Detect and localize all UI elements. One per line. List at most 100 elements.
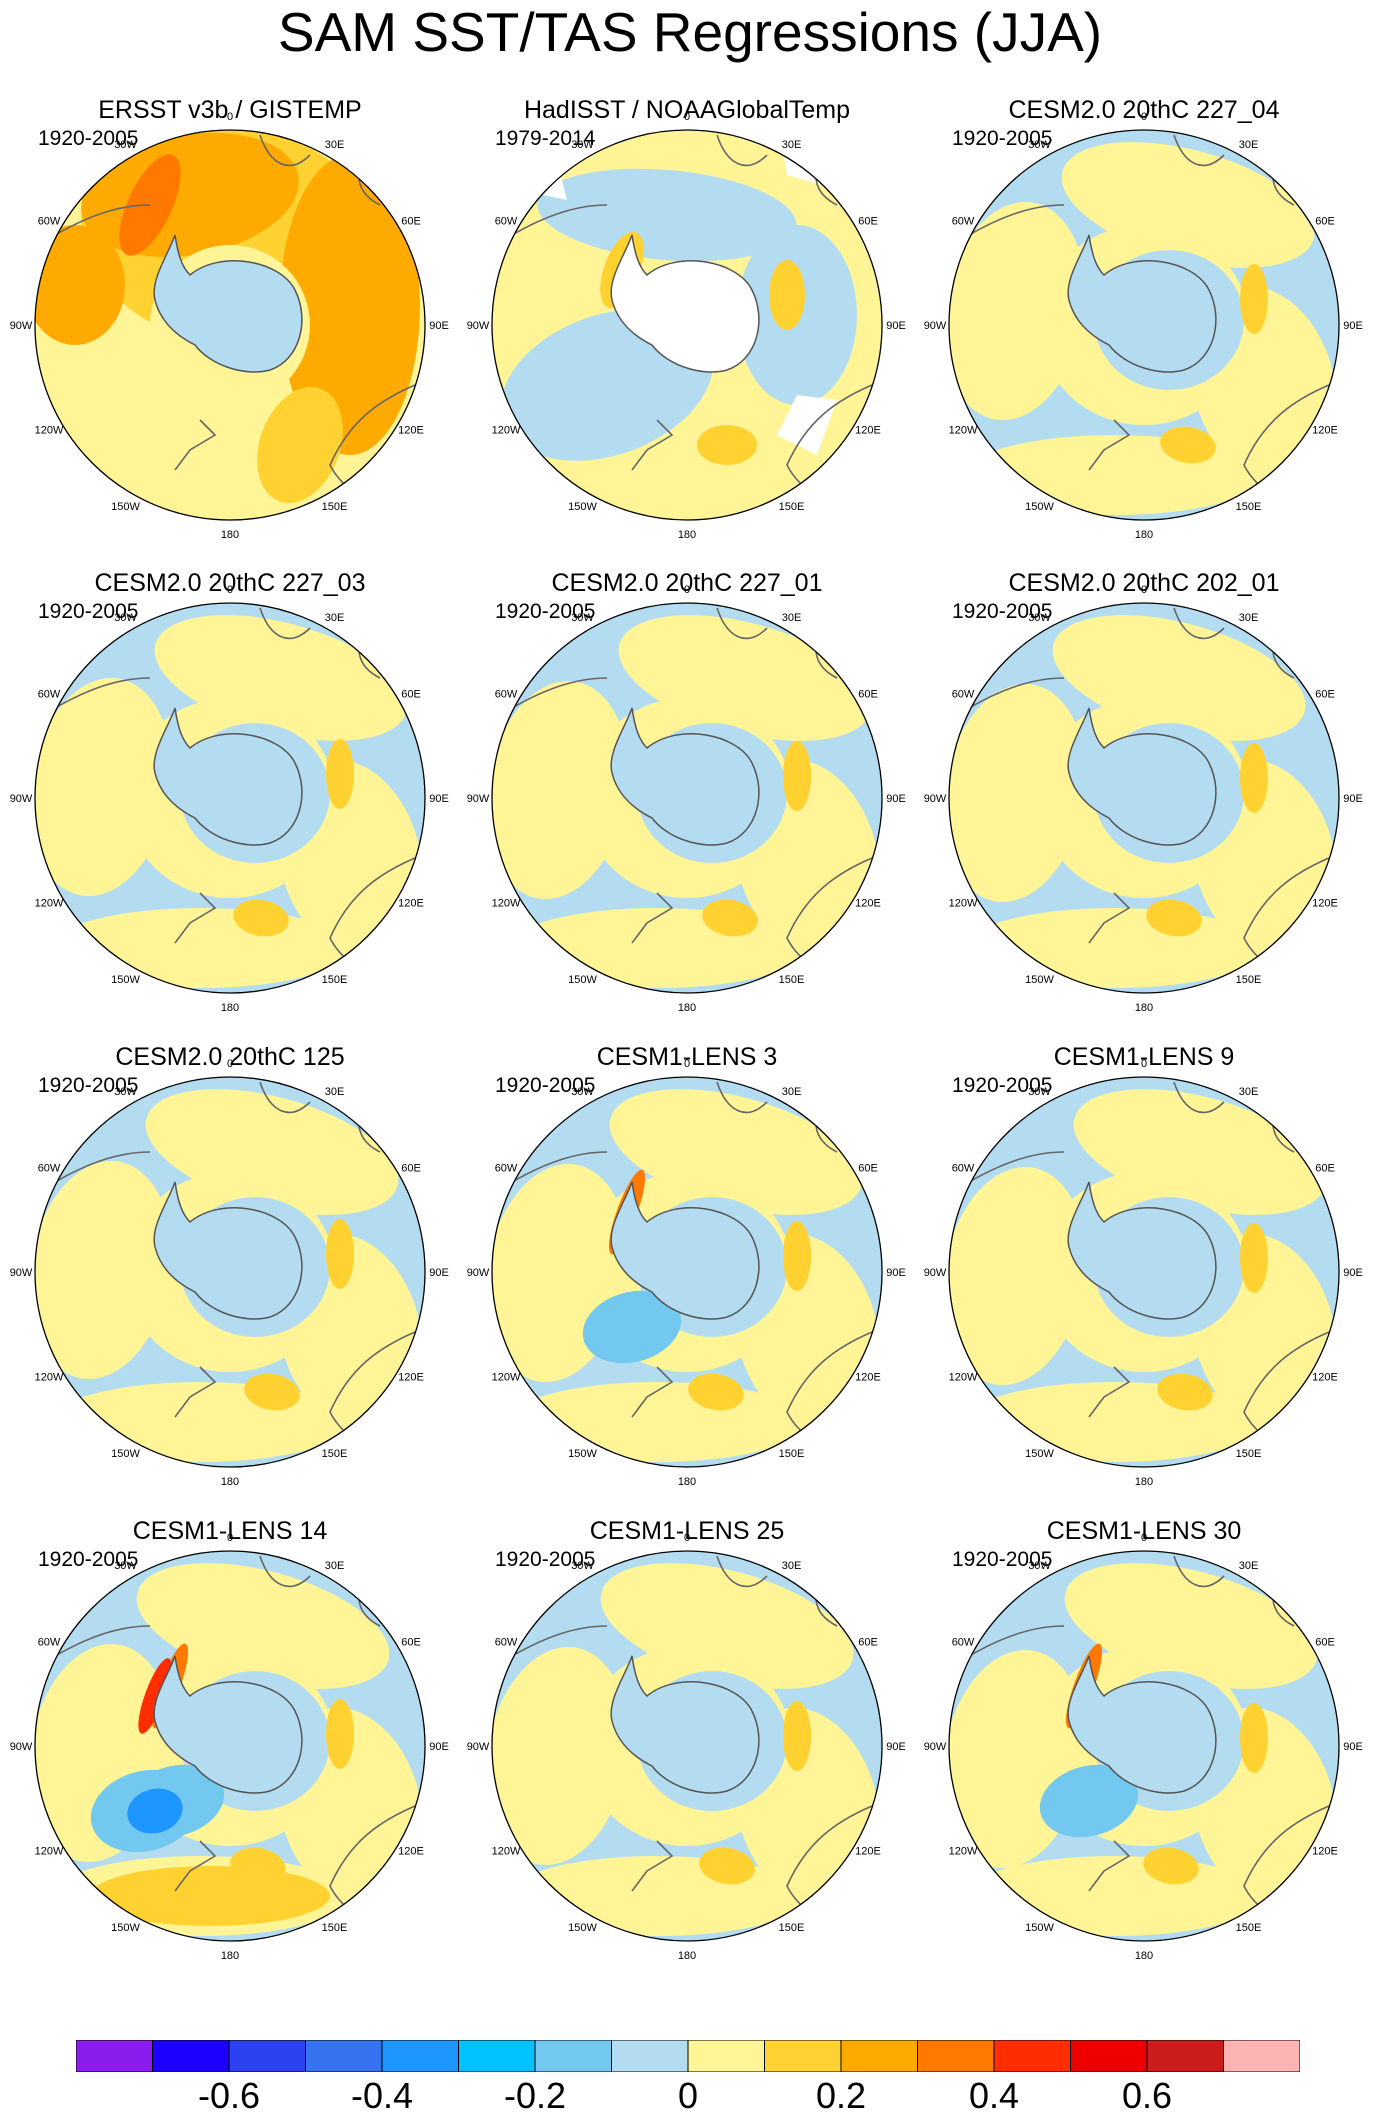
longitude-label: 90W [924,793,947,805]
longitude-label: 150E [1236,974,1262,986]
longitude-label: 60W [38,1163,61,1175]
field-blob [257,386,343,504]
polar-stereographic-map: 0 30E 60E 90E 120E 150E 180 150W 120W 90W 60W 30W [467,111,906,541]
longitude-label: 30W [571,612,594,624]
longitude-label: 30W [571,139,594,151]
field-blob [507,1856,807,1936]
map-border [948,129,1340,521]
panel-period: 1920-2005 [38,1074,139,1097]
longitude-label: 90W [10,1741,33,1753]
longitude-label: 0 [684,111,690,123]
panel-period: 1920-2005 [38,1548,139,1571]
colorbar-swatch [534,2040,612,2072]
longitude-label: 150W [568,1922,597,1934]
longitude-label: 30W [1028,1560,1051,1572]
longitude-label: 150W [1025,974,1054,986]
longitude-label: 180 [678,529,696,541]
colorbar [76,2040,1300,2072]
longitude-label: 120W [949,898,978,910]
longitude-label: 90E [1343,1267,1363,1279]
antarctica-outline [610,707,760,846]
field-blob [697,425,757,465]
longitude-label: 120E [855,1846,881,1858]
longitude-label: 0 [227,111,233,123]
colorbar-label: 0.2 [815,2075,867,2116]
field-blob [949,683,1086,903]
longitude-label: 30E [782,612,802,624]
field-blob [326,739,354,809]
map-panel: 0 30E 60E 90E 120E 150E 180 150W 120W 90W 60W 30W CE… [457,1042,917,1512]
polar-stereographic-map: 0 30E 60E 90E 120E 150E 180 150W 120W 90W 60W 30W [924,1532,1363,1962]
longitude-label: 60W [38,1637,61,1649]
field-blob [688,1373,744,1411]
longitude-label: 60E [401,689,421,701]
longitude-label: 90E [429,793,449,805]
longitude-label: 150E [322,501,348,513]
map-panel: 0 30E 60E 90E 120E 150E 180 150W 120W 90W 60W 30W CE… [457,568,917,1038]
longitude-label: 180 [1135,529,1153,541]
longitude-label: 120W [35,1846,64,1858]
longitude-label: 30E [325,1560,345,1572]
longitude-label: 90W [467,1741,490,1753]
antarctica-outline [610,234,760,373]
longitude-label: 60W [952,1637,975,1649]
polar-stereographic-map: 0 30E 60E 90E 120E 150E 180 150W 120W 90W 60W 30W [467,584,906,1014]
longitude-label: 120W [492,1846,521,1858]
longitude-label: 30E [325,1086,345,1098]
antarctica-outline [153,1655,303,1794]
field-blob [1240,1703,1268,1773]
longitude-label: 150E [779,974,805,986]
field-blob [1146,899,1202,937]
field-blob [964,1856,1264,1936]
field-blob [1240,264,1268,334]
field-blob [783,1701,811,1771]
longitude-label: 60W [952,216,975,228]
longitude-label: 30E [1239,612,1259,624]
antarctica-outline [153,1181,303,1320]
panel-title: CESM2.0 20thC 227_03 [94,569,366,597]
map-border [948,602,1340,994]
polar-stereographic-map: 0 30E 60E 90E 120E 150E 180 150W 120W 90W 60W 30W [924,584,1363,1014]
map-panel: 0 30E 60E 90E 120E 150E 180 150W 120W 90W 60W 30W Ha… [457,95,917,565]
field-blob [233,899,289,937]
field-blob [280,155,420,455]
longitude-label: 60W [495,1163,518,1175]
longitude-label: 90W [467,320,490,332]
field-blob [35,380,150,450]
longitude-label: 30E [325,612,345,624]
longitude-label: 120E [398,898,424,910]
panel-period: 1920-2005 [952,1548,1053,1571]
longitude-label: 60W [38,216,61,228]
longitude-label: 120W [949,1372,978,1384]
longitude-label: 60W [495,1637,518,1649]
longitude-label: 120E [855,898,881,910]
colorbar-swatch [152,2040,230,2072]
colorbar-label: 0 [677,2075,699,2116]
map-border [948,1550,1340,1942]
longitude-label: 90W [10,793,33,805]
field-blob [492,680,629,900]
map-panel: 0 30E 60E 90E 120E 150E 180 150W 120W 90W 60W 30W CE… [0,568,460,1038]
map-border [34,602,426,994]
map-border [948,1076,1340,1468]
colorbar-swatch [381,2040,459,2072]
longitude-label: 180 [678,1950,696,1962]
map-border [491,602,883,994]
longitude-label: 150W [568,974,597,986]
colorbar-swatch [1070,2040,1148,2072]
polar-stereographic-map: 0 30E 60E 90E 120E 150E 180 150W 120W 90W 60W 30W [10,1058,449,1488]
map-panel: 0 30E 60E 90E 120E 150E 180 150W 120W 90W 60W 30W CE… [0,1042,460,1512]
field-blob [1160,426,1216,464]
longitude-label: 150E [1236,1448,1262,1460]
longitude-label: 120E [855,425,881,437]
longitude-label: 30W [1028,612,1051,624]
colorbar-label: 0.4 [968,2075,1020,2116]
colorbar-swatch [611,2040,689,2072]
field-blob [699,1847,755,1885]
longitude-label: 180 [221,1002,239,1014]
longitude-label: 30E [1239,1560,1259,1572]
field-blob [1240,1223,1268,1293]
colorbar-swatch [993,2040,1071,2072]
field-blob [783,741,811,811]
longitude-label: 30W [114,1086,137,1098]
